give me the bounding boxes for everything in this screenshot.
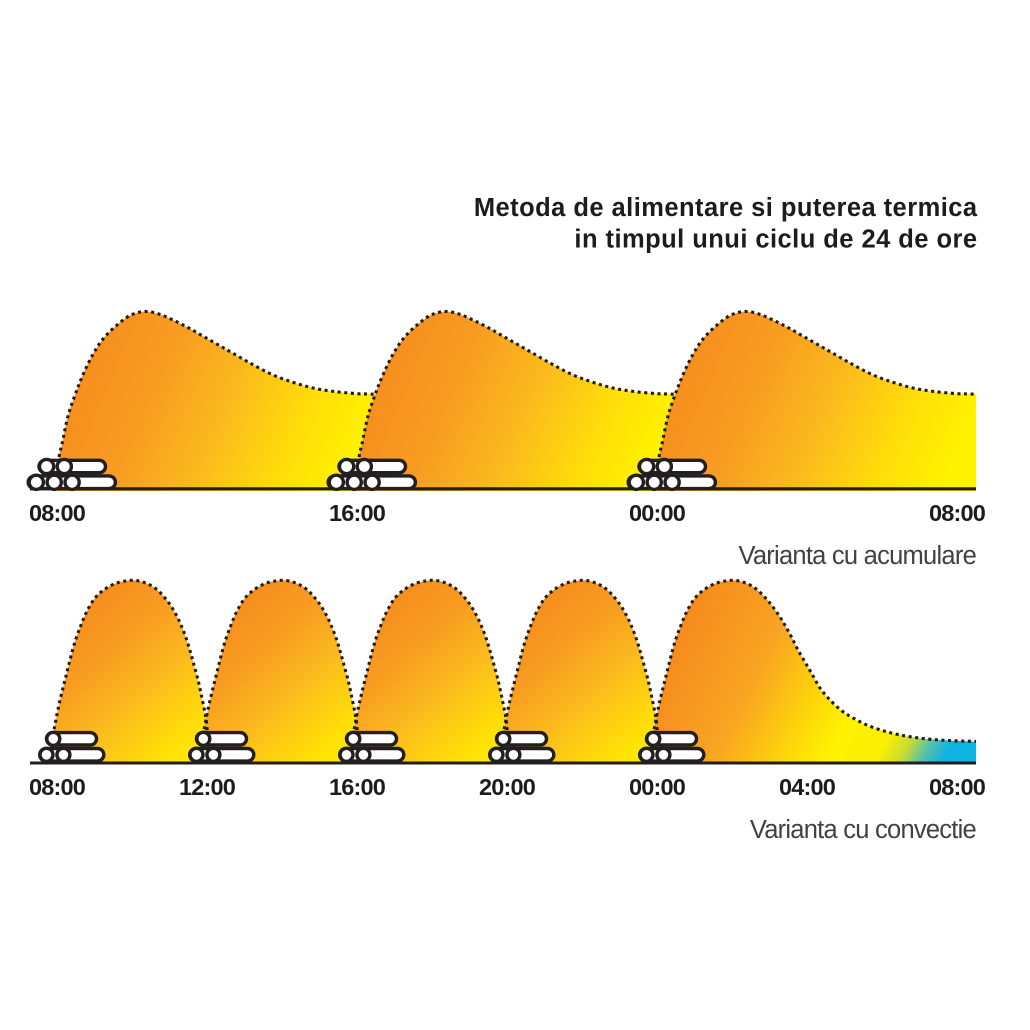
svg-text:08:00: 08:00	[29, 500, 86, 526]
svg-text:Varianta cu convectie: Varianta cu convectie	[750, 816, 977, 844]
svg-text:08:00: 08:00	[929, 500, 986, 526]
svg-text:00:00: 00:00	[629, 500, 686, 526]
svg-text:04:00: 04:00	[779, 774, 836, 800]
svg-text:08:00: 08:00	[929, 774, 986, 800]
svg-text:20:00: 20:00	[479, 774, 536, 800]
svg-text:Varianta cu acumulare: Varianta cu acumulare	[739, 542, 977, 570]
svg-text:16:00: 16:00	[329, 500, 386, 526]
svg-text:in timpul unui ciclu de 24 de: in timpul unui ciclu de 24 de ore	[574, 226, 977, 254]
svg-text:12:00: 12:00	[179, 774, 236, 800]
svg-text:Metoda de alimentare si putere: Metoda de alimentare si puterea termica	[474, 194, 978, 222]
svg-text:08:00: 08:00	[29, 774, 86, 800]
svg-text:16:00: 16:00	[329, 774, 386, 800]
svg-text:00:00: 00:00	[629, 774, 686, 800]
